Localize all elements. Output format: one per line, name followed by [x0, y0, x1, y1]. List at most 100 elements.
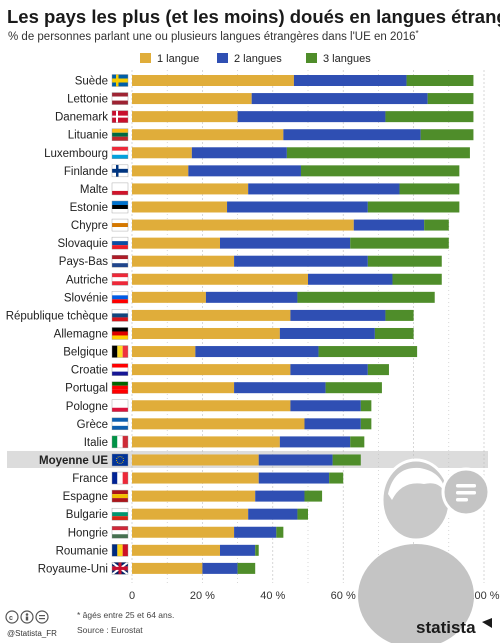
- legend: 1 langue 2 langues 3 langues: [140, 53, 371, 65]
- speech-line-2: [456, 491, 476, 495]
- bar-segment: [325, 382, 382, 394]
- bar-segment: [350, 436, 365, 448]
- nd-bar-2: [39, 618, 45, 620]
- person-hair: [388, 467, 446, 500]
- bar-segment: [132, 526, 235, 538]
- bar-segment: [424, 219, 449, 231]
- flag-icon: [111, 435, 129, 449]
- by-icon: [20, 610, 34, 624]
- bar-segment: [237, 562, 256, 574]
- bar-segment: [293, 75, 407, 86]
- statista-logo-mark: [482, 618, 492, 628]
- flag-icon: [111, 182, 129, 196]
- bar-segment: [255, 544, 259, 556]
- bar-segment: [220, 544, 256, 556]
- category-label: Pologne: [66, 401, 108, 413]
- category-label: Chypre: [71, 220, 108, 232]
- category-label: Croatie: [71, 365, 108, 377]
- bar-segment: [227, 201, 368, 213]
- chart-subtitle: % de personnes parlant une ou plusieurs …: [8, 29, 419, 43]
- category-label: Lettonie: [67, 94, 108, 106]
- category-label: Lituanie: [68, 130, 108, 142]
- bar-segment: [132, 129, 284, 141]
- bar-segment: [290, 309, 386, 321]
- flag-icon: [111, 200, 129, 214]
- flag-icon: [111, 526, 129, 539]
- bar-segment: [276, 526, 284, 538]
- chart-title: Les pays les plus (et les moins) doués e…: [7, 6, 500, 27]
- legend-swatch: [306, 53, 317, 63]
- flag-icon: [111, 561, 129, 576]
- bar-segment: [132, 147, 192, 159]
- bar-segment: [304, 490, 323, 502]
- category-label: Royaume-Uni: [38, 563, 108, 575]
- legend-label: 3 langues: [323, 53, 371, 65]
- flag-icon: [111, 218, 129, 232]
- bar-segment: [300, 165, 460, 177]
- bar-segment: [132, 418, 305, 430]
- bar-segment: [220, 237, 351, 249]
- flag-icon: [111, 489, 129, 503]
- bar-segment: [132, 75, 294, 86]
- x-tick-label: 60 %: [331, 590, 356, 602]
- bar-segment: [258, 472, 330, 484]
- category-label: Slovaquie: [57, 238, 108, 250]
- flags: [111, 74, 129, 576]
- gridlines: [131, 70, 485, 583]
- flag-icon: [111, 291, 129, 304]
- bar-segment: [132, 237, 220, 249]
- category-label: Danemark: [55, 112, 108, 124]
- bar-segment: [132, 382, 235, 394]
- category-label: Pays-Bas: [59, 256, 108, 268]
- bar-segment: [286, 147, 470, 159]
- bar-segment: [132, 93, 252, 105]
- bar-segment: [360, 400, 372, 412]
- bar-segment: [132, 255, 235, 267]
- bar-segment: [237, 111, 386, 123]
- category-label: Luxembourg: [44, 148, 108, 160]
- person-shoulders: [358, 544, 474, 643]
- category-label: Belgique: [63, 347, 108, 359]
- flag-icon: [111, 74, 129, 87]
- bar-segment: [332, 454, 361, 466]
- bar-segment: [360, 418, 372, 430]
- category-label: Bulgarie: [66, 509, 108, 521]
- x-tick-label: 100 %: [468, 590, 499, 602]
- bar-segment: [374, 327, 414, 339]
- bar-segment: [367, 201, 460, 213]
- license-icons: c: [5, 610, 49, 624]
- flag-icon: [111, 417, 129, 431]
- bar-segment: [132, 183, 249, 195]
- bar-segment: [350, 237, 449, 249]
- legend-label: 1 langue: [157, 53, 199, 65]
- category-label: République tchèque: [6, 310, 108, 322]
- bar-segment: [202, 562, 238, 574]
- category-label: Suède: [75, 76, 108, 88]
- category-label: Espagne: [63, 491, 108, 503]
- x-tick-label: 20 %: [190, 590, 215, 602]
- person-illustration: [358, 458, 491, 643]
- footnote: * âgés entre 25 et 64 ans.: [77, 610, 174, 620]
- flag-icon: [111, 327, 129, 340]
- category-label: Hongrie: [68, 527, 108, 539]
- bar-segment: [132, 436, 280, 448]
- bars: [132, 75, 474, 574]
- bar-segment: [283, 129, 421, 141]
- flag-icon: [111, 345, 129, 358]
- bar-segment: [132, 309, 291, 321]
- category-label: Autriche: [66, 274, 108, 286]
- flag-icon: [111, 92, 129, 105]
- speech-line-1: [456, 484, 476, 488]
- bar-segment: [132, 165, 189, 177]
- bar-segment: [188, 165, 301, 177]
- bar-segment: [132, 562, 203, 574]
- bar-segment: [132, 364, 291, 376]
- bar-segment: [191, 147, 287, 159]
- statista-logo: statista: [416, 618, 476, 637]
- legend-swatch: [217, 53, 228, 63]
- category-label: Roumanie: [56, 545, 108, 557]
- bar-segment: [258, 454, 333, 466]
- bar-segment: [132, 291, 206, 303]
- bar-segment: [132, 346, 196, 358]
- by-head: [25, 613, 29, 616]
